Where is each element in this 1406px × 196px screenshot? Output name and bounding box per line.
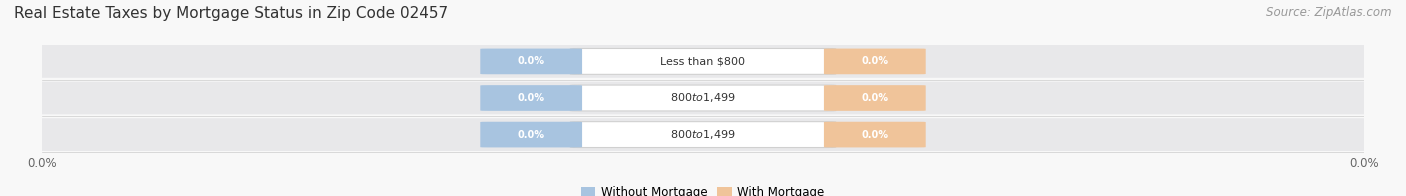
Text: 0.0%: 0.0% bbox=[862, 56, 889, 66]
Legend: Without Mortgage, With Mortgage: Without Mortgage, With Mortgage bbox=[576, 182, 830, 196]
FancyBboxPatch shape bbox=[35, 45, 1371, 78]
FancyBboxPatch shape bbox=[35, 82, 1371, 114]
FancyBboxPatch shape bbox=[824, 122, 925, 147]
Text: 0.0%: 0.0% bbox=[517, 130, 544, 140]
Text: $800 to $1,499: $800 to $1,499 bbox=[671, 92, 735, 104]
Text: Source: ZipAtlas.com: Source: ZipAtlas.com bbox=[1267, 6, 1392, 19]
FancyBboxPatch shape bbox=[571, 48, 835, 74]
Text: 0.0%: 0.0% bbox=[517, 56, 544, 66]
FancyBboxPatch shape bbox=[824, 49, 925, 74]
Text: Less than $800: Less than $800 bbox=[661, 56, 745, 66]
FancyBboxPatch shape bbox=[481, 122, 582, 147]
Text: 0.0%: 0.0% bbox=[862, 93, 889, 103]
FancyBboxPatch shape bbox=[481, 85, 582, 111]
Text: Real Estate Taxes by Mortgage Status in Zip Code 02457: Real Estate Taxes by Mortgage Status in … bbox=[14, 6, 449, 21]
Text: 0.0%: 0.0% bbox=[517, 93, 544, 103]
FancyBboxPatch shape bbox=[571, 85, 835, 111]
Text: $800 to $1,499: $800 to $1,499 bbox=[671, 128, 735, 141]
FancyBboxPatch shape bbox=[481, 49, 582, 74]
FancyBboxPatch shape bbox=[824, 85, 925, 111]
FancyBboxPatch shape bbox=[571, 122, 835, 148]
Text: 0.0%: 0.0% bbox=[862, 130, 889, 140]
FancyBboxPatch shape bbox=[35, 118, 1371, 151]
